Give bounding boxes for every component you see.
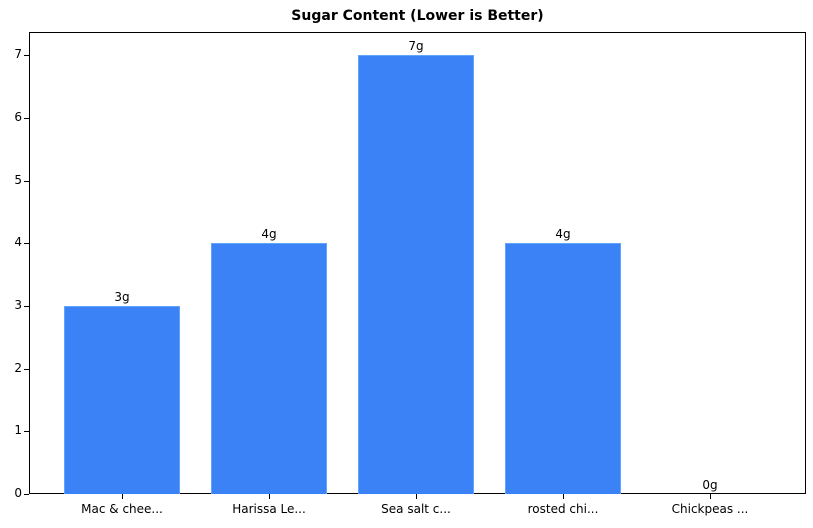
- bar: [358, 55, 474, 494]
- x-tick: [416, 494, 417, 499]
- y-tick: [24, 494, 29, 495]
- x-tick: [269, 494, 270, 499]
- x-tick-label: rosted chi...: [527, 502, 599, 516]
- y-tick-label: 7: [14, 47, 22, 62]
- y-tick-label: 4: [14, 235, 22, 250]
- bar: [505, 243, 621, 494]
- y-tick-label: 3: [14, 297, 22, 312]
- bar-value-label: 4g: [555, 227, 571, 242]
- y-tick-label: 5: [14, 172, 22, 187]
- chart-title: Sugar Content (Lower is Better): [291, 8, 544, 24]
- bar: [211, 243, 327, 494]
- y-tick-label: 6: [14, 109, 22, 124]
- bar-value-label: 3g: [114, 289, 130, 304]
- y-tick: [24, 305, 29, 307]
- bar-value-label: 7g: [408, 39, 424, 54]
- x-tick: [710, 494, 711, 499]
- x-tick: [122, 494, 123, 499]
- x-tick-label: Harissa Le...: [232, 502, 306, 516]
- y-tick: [24, 55, 29, 57]
- y-tick: [24, 117, 29, 119]
- y-tick: [24, 431, 29, 433]
- bar: [64, 305, 180, 494]
- x-tick-label: Sea salt c...: [381, 502, 451, 516]
- x-tick-label: Mac & chee...: [81, 502, 163, 516]
- y-tick: [24, 368, 29, 370]
- y-tick-label: 0: [14, 486, 22, 500]
- y-tick: [24, 243, 29, 245]
- y-tick-label: 2: [14, 360, 22, 375]
- y-tick-label: 1: [14, 423, 22, 438]
- bar-value-label: 4g: [261, 227, 277, 242]
- bar-value-label: 0g: [702, 478, 718, 492]
- x-tick-label: Chickpeas ...: [671, 502, 749, 516]
- y-tick: [24, 180, 29, 182]
- x-tick: [563, 494, 564, 499]
